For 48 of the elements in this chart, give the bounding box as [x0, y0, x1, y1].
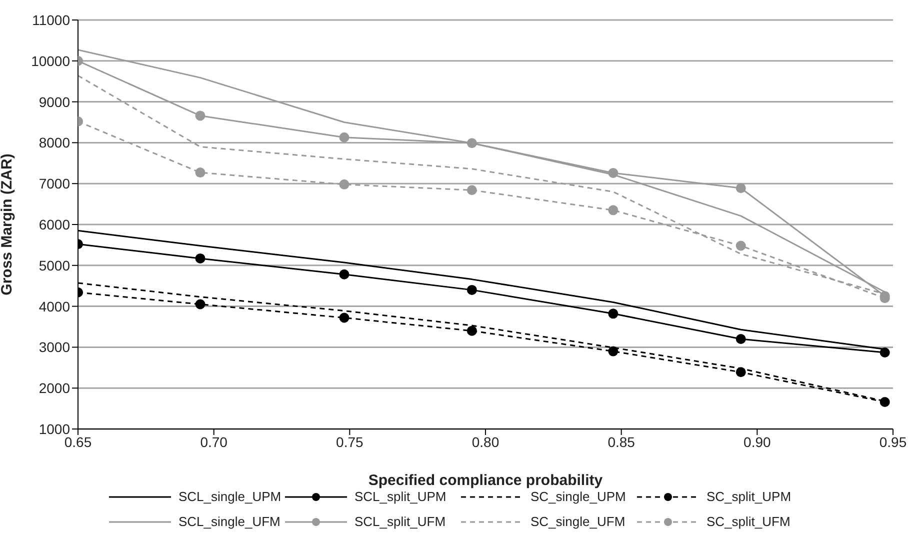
y-tick-label: 10000 [31, 52, 70, 69]
point [608, 308, 618, 319]
point [736, 367, 746, 378]
y-tick-label: 5000 [38, 257, 70, 274]
y-tick-label: 4000 [38, 298, 70, 314]
point [195, 253, 206, 264]
x-axis-title: Specified compliance probability [368, 472, 604, 489]
point [339, 179, 350, 190]
point [608, 346, 618, 356]
point [466, 185, 477, 196]
point [466, 326, 477, 336]
x-tick-label: 0.85 [608, 434, 636, 450]
point [736, 240, 746, 251]
legend-label: SCL_single_UPM [178, 489, 282, 504]
point [608, 205, 618, 216]
y-axis-title: Gross Margin (ZAR) [0, 154, 16, 296]
y-tick-label: 6000 [38, 216, 70, 232]
legend-label: SC_split_UFM [706, 514, 790, 529]
legend-label: SC_single_UPM [530, 489, 626, 504]
point [466, 138, 477, 148]
point [339, 269, 350, 280]
x-tick-label: 0.80 [472, 434, 500, 450]
x-tick-label: 0.70 [200, 434, 228, 450]
legend-label: SCL_split_UPM [354, 489, 446, 504]
x-tick-label: 0.75 [336, 434, 364, 450]
point [736, 183, 746, 194]
point [608, 168, 618, 178]
point [195, 110, 206, 121]
point [736, 334, 746, 344]
y-tick-label: 11000 [32, 12, 70, 28]
point [339, 132, 350, 142]
point [880, 348, 890, 358]
y-tick-label: 3000 [38, 339, 70, 356]
point [880, 397, 890, 408]
y-tick-label: 8000 [38, 134, 70, 151]
legend-label: SC_single_UFM [530, 514, 626, 529]
y-tick-label: 7000 [38, 176, 70, 192]
point [195, 168, 206, 178]
x-tick-label: 0.95 [879, 434, 907, 450]
legend-label: SCL_split_UFM [354, 514, 446, 529]
point [466, 284, 477, 295]
y-tick-label: 2000 [38, 380, 70, 396]
x-tick-label: 0.90 [744, 434, 772, 450]
point [195, 299, 206, 310]
point [339, 312, 350, 323]
legend-label: SCL_single_UFM [178, 514, 280, 529]
legend-label: SC_split_UPM [706, 489, 792, 504]
y-tick-label: 9000 [38, 94, 70, 110]
